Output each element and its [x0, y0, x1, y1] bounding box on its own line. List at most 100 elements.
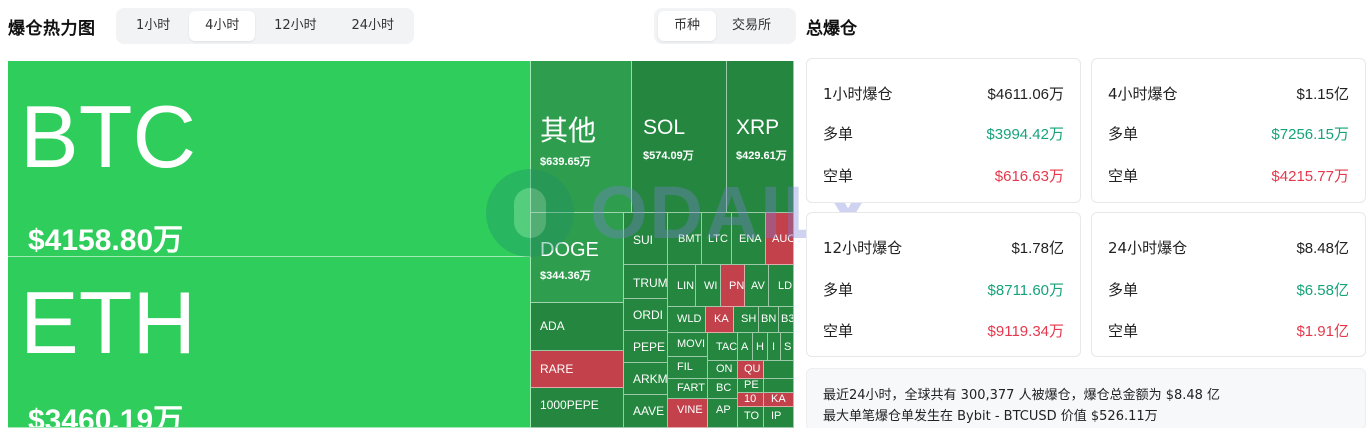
treemap-tile-ena[interactable]: ENA — [732, 213, 766, 265]
treemap-tile-pe[interactable]: PE — [738, 379, 764, 393]
card-total-value: $1.78亿 — [1011, 240, 1064, 257]
treemap-tile-ka2[interactable]: KA — [764, 393, 794, 407]
card-long-value: $7256.15万 — [1271, 126, 1349, 143]
treemap-tile-xrp[interactable]: XRP $429.61万 — [727, 61, 794, 213]
card-long-label: 多单 — [1108, 125, 1139, 143]
tile-symbol: AAVE — [633, 404, 665, 418]
tile-symbol: RARE — [540, 362, 574, 376]
treemap-tile-vine[interactable]: VINE — [668, 399, 708, 428]
treemap-tile-i[interactable]: I — [768, 333, 781, 361]
treemap-tile-avax[interactable]: AV — [745, 265, 769, 307]
treemap-tile-wld[interactable]: WLD — [668, 307, 706, 333]
tile-symbol: LIN — [677, 280, 695, 292]
tile-symbol: SOL — [643, 116, 686, 139]
card-short-value: $616.63万 — [994, 168, 1064, 185]
treemap-tile-fil[interactable]: FIL — [668, 357, 708, 379]
treemap-tile-ondo[interactable]: ON — [708, 361, 738, 379]
tile-symbol: KA — [714, 313, 729, 325]
treemap-tile-ada[interactable]: ADA — [531, 303, 624, 351]
heatmap-title: 爆仓热力图 — [8, 19, 96, 39]
card-period-label: 12小时爆仓 — [823, 239, 903, 257]
card-long-value: $3994.42万 — [986, 126, 1064, 143]
treemap-tile-bch[interactable]: BC — [708, 379, 738, 399]
treemap-tile-ton[interactable]: TO — [738, 407, 764, 428]
treemap-tile-eth[interactable]: ETH $3460.19万 — [8, 257, 531, 428]
tile-symbol: SH — [741, 313, 757, 325]
tile-symbol: ORDI — [633, 308, 663, 322]
treemap-tile-filler-b — [764, 379, 794, 393]
treemap-tile-move[interactable]: MOVI — [668, 333, 708, 357]
tile-value: $429.61万 — [736, 150, 787, 162]
tile-symbol: TRUM — [633, 276, 668, 290]
card-period-label: 1小时爆仓 — [823, 85, 893, 103]
treemap-tile-pepe[interactable]: PEPE — [624, 331, 668, 363]
treemap-tile-arkm[interactable]: ARKM — [624, 363, 668, 395]
tile-symbol: BTC — [20, 87, 196, 186]
treemap-tile-btc[interactable]: BTC $4158.80万 — [8, 61, 531, 257]
treemap-tile-ip[interactable]: IP — [764, 407, 794, 428]
treemap-tile-bmt[interactable]: BMT — [668, 213, 702, 265]
treemap-tile-sol[interactable]: SOL $574.09万 — [632, 61, 727, 213]
tile-symbol: TAC — [716, 341, 738, 353]
treemap-tile-pnut[interactable]: PN — [721, 265, 745, 307]
treemap-tile-ape[interactable]: AP — [708, 399, 738, 428]
treemap-tile-b3[interactable]: B3 — [779, 307, 794, 333]
treemap-tile-wif[interactable]: WI — [696, 265, 721, 307]
treemap-tile-trump[interactable]: TRUM — [624, 265, 668, 299]
tile-symbol: B3 — [781, 313, 794, 325]
tile-symbol: IP — [771, 410, 782, 422]
treemap-tile-shib[interactable]: SH — [734, 307, 759, 333]
summary-line-total: 最近24小时，全球共有 300,377 人被爆仓，爆仓总金额为 $8.48 亿 — [823, 388, 1221, 403]
treemap-tile-ordi[interactable]: ORDI — [624, 299, 668, 331]
treemap-tile-rare[interactable]: RARE — [531, 351, 624, 388]
tile-symbol: S — [784, 341, 792, 353]
tile-symbol: VINE — [677, 404, 703, 416]
treemap-tile-ltc[interactable]: LTC — [702, 213, 732, 265]
stat-card-24h: 24小时爆仓 $8.48亿 多单 $6.58亿 空单 $1.91亿 — [1091, 212, 1366, 357]
treemap-tile-ldo[interactable]: LD — [769, 265, 794, 307]
view-mode-selector: 币种 交易所 — [654, 8, 796, 44]
time-range-selector: 1小时 4小时 12小时 24小时 — [116, 8, 414, 44]
liquidation-treemap: BTC $4158.80万 ETH $3460.19万 其他 $639.65万 … — [8, 61, 794, 428]
stat-card-4h: 4小时爆仓 $1.15亿 多单 $7256.15万 空单 $4215.77万 — [1091, 58, 1366, 203]
treemap-tile-bnb[interactable]: BN — [759, 307, 779, 333]
view-option-exchange[interactable]: 交易所 — [732, 18, 772, 33]
card-total-value: $1.15亿 — [1296, 86, 1349, 103]
treemap-tile-tao[interactable]: TAC — [708, 333, 738, 361]
tile-symbol: WI — [704, 280, 718, 292]
treemap-tile-s[interactable]: S — [781, 333, 794, 361]
tile-symbol: FIL — [677, 361, 693, 373]
card-short-label: 空单 — [1108, 167, 1139, 185]
treemap-tile-sui[interactable]: SUI — [624, 213, 668, 265]
time-option-1h[interactable]: 1小时 — [136, 18, 171, 33]
liquidation-summary: 最近24小时，全球共有 300,377 人被爆仓，爆仓总金额为 $8.48 亿 … — [806, 368, 1366, 428]
view-option-coin[interactable]: 币种 — [658, 11, 717, 41]
tile-symbol: AP — [716, 404, 731, 416]
time-option-12h[interactable]: 12小时 — [274, 18, 317, 33]
card-long-value: $6.58亿 — [1296, 282, 1349, 299]
card-total-value: $4611.06万 — [987, 86, 1064, 103]
card-period-label: 4小时爆仓 — [1108, 85, 1178, 103]
treemap-tile-a[interactable]: A — [738, 333, 753, 361]
card-short-value: $9119.34万 — [987, 323, 1064, 340]
treemap-tile-auc[interactable]: AUC — [766, 213, 794, 265]
time-option-24h[interactable]: 24小时 — [351, 18, 394, 33]
treemap-tile-1000x[interactable]: 10 — [738, 393, 764, 407]
treemap-tile-aave[interactable]: AAVE — [624, 395, 668, 428]
treemap-tile-kaito[interactable]: KA — [706, 307, 734, 333]
treemap-tile-link[interactable]: LIN — [668, 265, 696, 307]
time-option-4h[interactable]: 4小时 — [189, 11, 256, 41]
treemap-tile-qu[interactable]: QU — [738, 361, 764, 379]
treemap-tile-doge[interactable]: DOGE $344.36万 — [531, 213, 624, 303]
treemap-tile-fartcoin[interactable]: FART — [668, 379, 708, 399]
tile-symbol: PE — [744, 379, 759, 391]
tile-symbol: A — [741, 341, 749, 353]
total-liquidation-title: 总爆仓 — [806, 19, 857, 39]
tile-symbol: TO — [744, 410, 760, 422]
card-long-label: 多单 — [1108, 281, 1139, 299]
treemap-tile-1000pepe[interactable]: 1000PEPE — [531, 388, 624, 428]
card-long-label: 多单 — [823, 281, 854, 299]
tile-value: $4158.80万 — [28, 224, 184, 257]
treemap-tile-h[interactable]: H — [753, 333, 768, 361]
treemap-tile-others[interactable]: 其他 $639.65万 — [531, 61, 632, 213]
